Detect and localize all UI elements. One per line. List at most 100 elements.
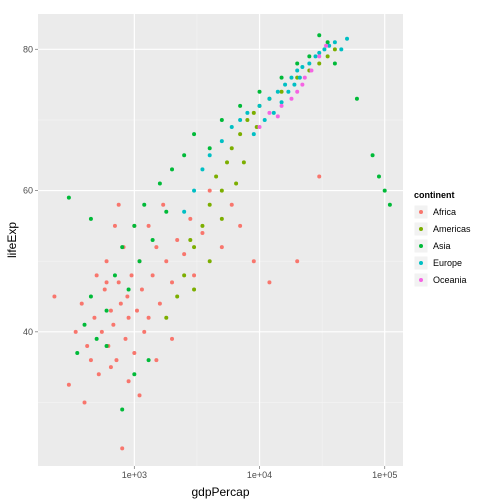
point-americas xyxy=(175,294,180,299)
point-africa xyxy=(99,329,104,334)
point-europe xyxy=(257,103,262,108)
point-americas xyxy=(279,89,284,94)
point-asia xyxy=(317,33,322,38)
point-asia xyxy=(88,294,93,299)
point-asia xyxy=(382,188,387,193)
point-africa xyxy=(188,216,193,221)
legend-title: continent xyxy=(414,190,455,200)
point-africa xyxy=(85,343,90,348)
point-asia xyxy=(370,153,375,158)
point-africa xyxy=(120,446,125,451)
point-europe xyxy=(286,89,291,94)
point-africa xyxy=(112,223,117,228)
y-axis-ticks: 40 60 80 xyxy=(23,44,38,337)
point-europe xyxy=(245,110,250,115)
point-africa xyxy=(73,329,78,334)
point-europe xyxy=(279,100,284,105)
point-americas xyxy=(254,125,259,129)
point-oceania xyxy=(267,110,272,115)
legend-label-europe: Europe xyxy=(433,258,462,268)
point-africa xyxy=(154,245,159,250)
point-asia xyxy=(279,75,284,80)
point-africa xyxy=(129,273,134,278)
point-asia xyxy=(295,61,300,66)
point-europe xyxy=(322,47,327,52)
point-africa xyxy=(111,322,116,327)
point-asia xyxy=(332,61,337,66)
point-africa xyxy=(170,336,175,341)
point-asia xyxy=(325,40,330,45)
minor-gridlines xyxy=(38,14,403,466)
point-europe xyxy=(332,40,337,45)
point-africa xyxy=(125,294,130,299)
point-africa xyxy=(251,259,256,264)
point-americas xyxy=(241,160,246,165)
point-americas xyxy=(207,259,212,264)
point-americas xyxy=(332,47,337,52)
point-europe xyxy=(295,68,300,73)
point-asia xyxy=(120,407,125,412)
point-asia xyxy=(142,202,147,207)
legend-label-oceania: Oceania xyxy=(433,275,467,285)
point-americas xyxy=(238,132,243,137)
point-americas xyxy=(317,61,322,66)
point-europe xyxy=(262,117,267,122)
legend-marker-asia xyxy=(419,244,423,248)
point-africa xyxy=(295,259,300,264)
point-africa xyxy=(66,382,71,387)
point-americas xyxy=(219,216,224,221)
y-tick-label: 60 xyxy=(23,186,33,196)
point-africa xyxy=(150,273,155,278)
point-africa xyxy=(123,336,128,341)
point-africa xyxy=(219,245,224,250)
point-africa xyxy=(108,308,113,313)
point-oceania xyxy=(300,82,305,87)
point-europe xyxy=(182,209,187,214)
point-asia xyxy=(82,322,87,327)
point-europe xyxy=(345,36,350,41)
point-africa xyxy=(116,202,121,207)
point-europe xyxy=(229,125,234,129)
point-americas xyxy=(245,117,250,122)
major-gridlines xyxy=(38,14,403,466)
x-tick-label: 1e+03 xyxy=(122,470,147,480)
point-africa xyxy=(102,287,107,292)
point-europe xyxy=(300,64,305,69)
legend-marker-europe xyxy=(419,261,423,265)
point-asia xyxy=(192,132,197,137)
point-africa xyxy=(52,294,57,299)
point-asia xyxy=(146,358,151,363)
point-americas xyxy=(207,202,212,207)
legend-label-americas: Americas xyxy=(433,224,471,234)
point-africa xyxy=(134,308,139,313)
data-points xyxy=(52,33,392,451)
point-africa xyxy=(192,273,197,278)
point-europe xyxy=(307,61,312,66)
point-asia xyxy=(182,153,187,158)
point-europe xyxy=(327,43,332,48)
point-americas xyxy=(251,110,256,115)
point-oceania xyxy=(257,125,262,129)
point-africa xyxy=(146,315,151,320)
point-africa xyxy=(200,230,205,235)
point-oceania xyxy=(279,103,284,108)
point-africa xyxy=(82,400,87,405)
point-americas xyxy=(192,287,197,292)
point-europe xyxy=(289,75,294,80)
point-asia xyxy=(137,259,142,264)
legend-marker-americas xyxy=(419,227,423,231)
point-oceania xyxy=(309,68,314,73)
point-americas xyxy=(229,146,234,151)
point-asia xyxy=(257,89,262,94)
point-africa xyxy=(238,223,243,228)
point-asia xyxy=(238,103,243,108)
point-asia xyxy=(75,351,80,355)
point-asia xyxy=(150,238,155,242)
point-africa xyxy=(132,351,137,355)
plot-panel xyxy=(38,14,403,466)
point-africa xyxy=(116,280,121,285)
point-africa xyxy=(157,301,162,306)
point-americas xyxy=(325,54,330,59)
x-axis-title: gdpPercap xyxy=(191,485,249,499)
point-asia xyxy=(104,308,109,313)
